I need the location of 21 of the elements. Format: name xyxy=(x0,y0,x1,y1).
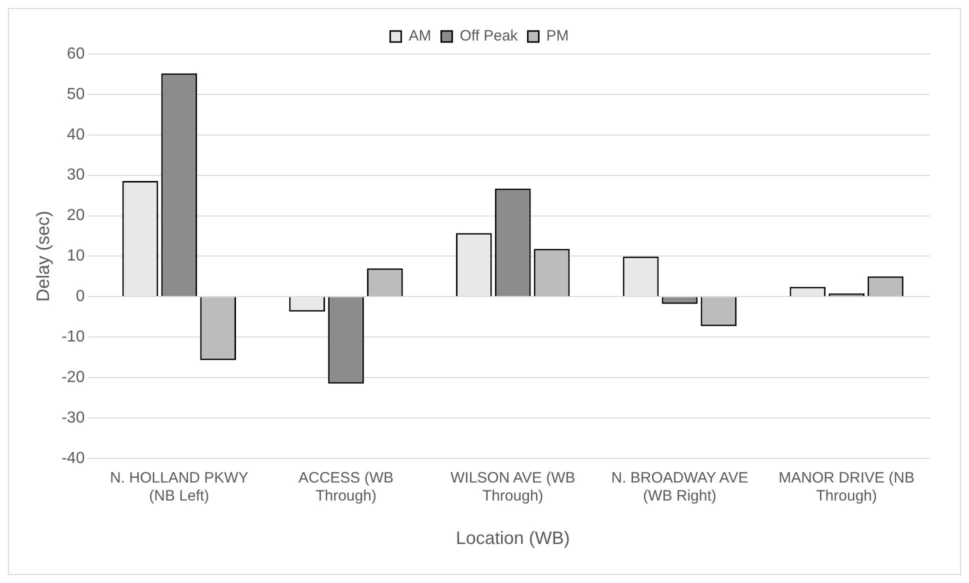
y-tick-label: 50 xyxy=(66,86,85,103)
x-tick-label: N. BROADWAY AVE (WB Right) xyxy=(611,470,748,505)
legend-label: PM xyxy=(546,28,569,45)
y-tick-label: 60 xyxy=(66,45,85,62)
y-tick-label: 30 xyxy=(66,166,85,184)
y-tick-label: -10 xyxy=(62,328,85,346)
x-tick-label: WILSON AVE (WB Through) xyxy=(450,470,576,505)
y-tick-label: -40 xyxy=(62,450,85,467)
y-tick-label: 0 xyxy=(76,288,85,306)
y-tick-label: 20 xyxy=(66,207,85,224)
legend-label: AM xyxy=(408,28,432,45)
y-tick-label: 10 xyxy=(66,248,85,265)
y-tick-label: 40 xyxy=(66,126,85,144)
x-axis-title: Location (WB) xyxy=(456,528,570,548)
y-axis-title: Delay (sec) xyxy=(32,210,53,302)
x-tick-label: ACCESS (WB Through) xyxy=(298,470,394,505)
legend-label: Off Peak xyxy=(460,28,518,45)
x-tick-label: MANOR DRIVE (NB Through) xyxy=(778,470,914,505)
y-tick-label: -20 xyxy=(62,368,85,386)
y-tick-label: -30 xyxy=(62,409,85,426)
x-tick-label: N. HOLLAND PKWY (NB Left) xyxy=(110,470,248,505)
